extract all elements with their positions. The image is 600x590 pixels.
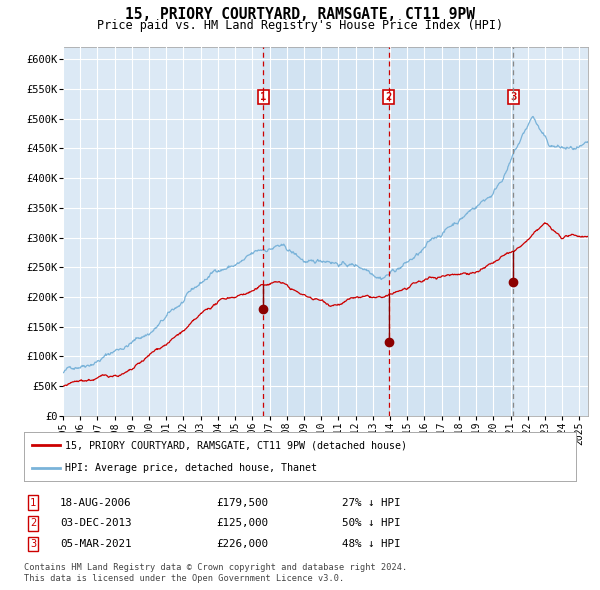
Text: 50% ↓ HPI: 50% ↓ HPI: [342, 519, 401, 528]
Text: 05-MAR-2021: 05-MAR-2021: [60, 539, 131, 549]
Text: 1: 1: [30, 498, 36, 507]
Bar: [389, 47, 514, 416]
Text: 15, PRIORY COURTYARD, RAMSGATE, CT11 9PW: 15, PRIORY COURTYARD, RAMSGATE, CT11 9PW: [125, 7, 475, 22]
Bar: [263, 47, 389, 416]
Text: 15, PRIORY COURTYARD, RAMSGATE, CT11 9PW (detached house): 15, PRIORY COURTYARD, RAMSGATE, CT11 9PW…: [65, 440, 407, 450]
Text: Contains HM Land Registry data © Crown copyright and database right 2024.
This d: Contains HM Land Registry data © Crown c…: [24, 563, 407, 583]
Text: 3: 3: [30, 539, 36, 549]
Text: HPI: Average price, detached house, Thanet: HPI: Average price, detached house, Than…: [65, 463, 317, 473]
Text: £125,000: £125,000: [216, 519, 268, 528]
Text: 18-AUG-2006: 18-AUG-2006: [60, 498, 131, 507]
Text: 1: 1: [260, 92, 266, 102]
Text: 48% ↓ HPI: 48% ↓ HPI: [342, 539, 401, 549]
Text: £179,500: £179,500: [216, 498, 268, 507]
Text: £226,000: £226,000: [216, 539, 268, 549]
Text: 2: 2: [30, 519, 36, 528]
Text: 3: 3: [511, 92, 517, 102]
Text: Price paid vs. HM Land Registry's House Price Index (HPI): Price paid vs. HM Land Registry's House …: [97, 19, 503, 32]
Text: 27% ↓ HPI: 27% ↓ HPI: [342, 498, 401, 507]
Text: 03-DEC-2013: 03-DEC-2013: [60, 519, 131, 528]
Text: 2: 2: [386, 92, 392, 102]
